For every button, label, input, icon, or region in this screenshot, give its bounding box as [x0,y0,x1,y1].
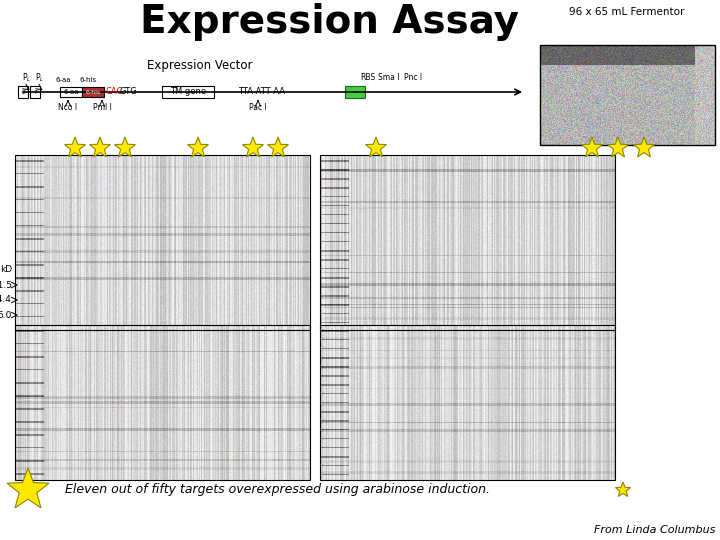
Polygon shape [616,482,631,496]
Text: GTG: GTG [119,87,137,97]
Text: P$_L$: P$_L$ [22,72,32,84]
Bar [82,87,104,97]
Text: From Linda Columbus: From Linda Columbus [593,525,715,535]
Bar [15,155,310,330]
Text: 7: 7 [33,90,37,94]
Polygon shape [89,137,110,157]
Polygon shape [187,137,209,157]
Text: 14.4: 14.4 [0,295,12,305]
Polygon shape [608,137,629,157]
Polygon shape [7,468,49,508]
Text: Pml I: Pml I [93,104,112,112]
Text: 6-his: 6-his [79,77,96,83]
Bar [540,45,715,145]
Text: 21.5: 21.5 [0,280,12,289]
Text: 96 x 65 mL Fermentor: 96 x 65 mL Fermentor [570,7,685,17]
Text: 6-aa: 6-aa [63,89,78,95]
Text: Nco I: Nco I [58,104,78,112]
Text: 2: 2 [21,90,25,94]
Polygon shape [114,137,135,157]
Text: RBS: RBS [360,73,375,83]
Text: kD: kD [0,266,12,274]
Polygon shape [243,137,264,157]
Bar [162,86,214,98]
Text: 6-aa: 6-aa [55,77,71,83]
Bar [60,87,82,97]
Polygon shape [582,137,603,157]
Text: 6-his: 6-his [86,90,101,94]
Bar [320,325,615,480]
Polygon shape [366,137,387,157]
Text: Eleven out of fifty targets overexpressed using arabinose induction.: Eleven out of fifty targets overexpresse… [65,483,490,496]
Bar [15,325,310,480]
Text: Pac I: Pac I [249,104,267,112]
Text: Sma I: Sma I [378,73,400,83]
Text: Expression Assay: Expression Assay [140,3,520,41]
Text: TM gene: TM gene [170,87,206,97]
Text: Pnc I: Pnc I [404,73,422,83]
Text: P$_L$: P$_L$ [35,72,45,84]
Text: CAC: CAC [106,87,123,97]
Bar [30,86,40,98]
Polygon shape [268,137,289,157]
Bar [345,86,365,98]
Text: TTA ATT AA: TTA ATT AA [238,87,285,97]
Text: 6.0: 6.0 [0,310,12,320]
Polygon shape [634,137,654,157]
Bar [320,155,615,330]
Bar [18,86,28,98]
Text: Expression Vector: Expression Vector [148,58,253,71]
Polygon shape [65,137,86,157]
